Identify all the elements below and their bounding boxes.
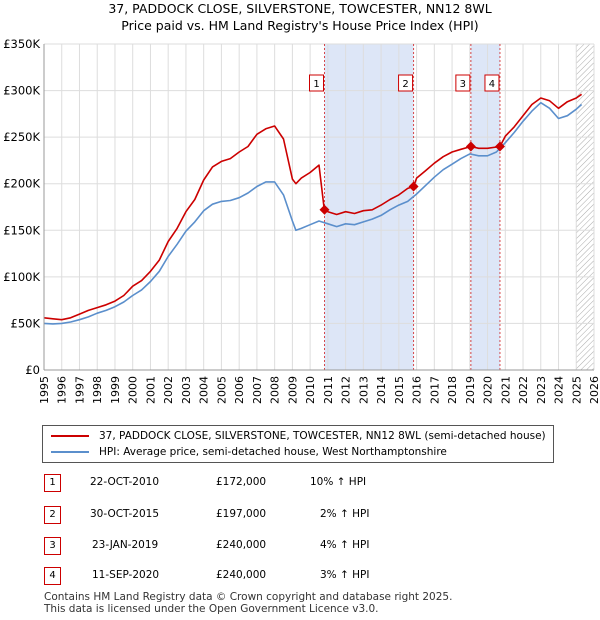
sale-label-box — [398, 74, 414, 92]
transaction-number-badge: 2 — [44, 506, 61, 524]
sale-label-text: 3 — [460, 79, 466, 90]
sale-label-text: 1 — [313, 79, 319, 90]
x-tick-label: 1997 — [73, 376, 86, 404]
legend-item-price: 37, PADDOCK CLOSE, SILVERSTONE, TOWCESTE… — [51, 429, 546, 443]
transaction-price: £172,000 — [216, 476, 267, 488]
transaction-row: 2 30-OCT-2015 £197,000 2% ↑ HPI — [44, 506, 564, 524]
x-tick-label: 2006 — [233, 376, 246, 404]
x-tick-label: 2010 — [304, 376, 317, 404]
transaction-number-badge: 4 — [44, 567, 61, 585]
legend-item-hpi: HPI: Average price, semi-detached house,… — [51, 445, 447, 459]
x-tick-label: 2018 — [446, 376, 459, 404]
sale-period-band — [470, 44, 500, 370]
transaction-price: £240,000 — [216, 569, 267, 581]
sale-marker — [494, 141, 505, 152]
chart-legend: 37, PADDOCK CLOSE, SILVERSTONE, TOWCESTE… — [42, 425, 554, 463]
x-tick-label: 2009 — [286, 376, 299, 404]
y-tick-label: £300K — [3, 84, 40, 98]
transaction-date: 23-JAN-2019 — [92, 539, 159, 551]
legend-label-price: 37, PADDOCK CLOSE, SILVERSTONE, TOWCESTE… — [99, 430, 546, 442]
transaction-row: 3 23-JAN-2019 £240,000 4% ↑ HPI — [44, 537, 564, 555]
x-tick-label: 1999 — [109, 376, 122, 404]
sale-marker — [319, 204, 330, 215]
x-tick-label: 1995 — [38, 376, 51, 404]
legend-swatch-price — [51, 435, 89, 437]
x-tick-label: 2004 — [198, 376, 211, 404]
sale-label-box — [309, 74, 324, 92]
x-tick-label: 2016 — [411, 376, 424, 404]
sale-label-text: 2 — [402, 79, 408, 90]
transaction-number-badge: 1 — [44, 474, 61, 492]
legend-label-hpi: HPI: Average price, semi-detached house,… — [99, 446, 447, 458]
transaction-row: 4 11-SEP-2020 £240,000 3% ↑ HPI — [44, 567, 564, 585]
x-tick-label: 2005 — [215, 376, 228, 404]
transaction-price: £240,000 — [216, 539, 267, 551]
x-tick-label: 2026 — [588, 376, 600, 404]
x-tick-label: 2024 — [553, 376, 566, 404]
transaction-date: 30-OCT-2015 — [90, 508, 159, 520]
y-tick-label: £250K — [3, 130, 40, 144]
x-tick-label: 1996 — [56, 376, 69, 404]
sale-marker — [408, 181, 419, 192]
sale-period-band — [324, 44, 414, 370]
x-tick-label: 2023 — [535, 376, 548, 404]
transaction-row: 1 22-OCT-2010 £172,000 10% ↑ HPI — [44, 474, 564, 492]
transaction-date: 11-SEP-2020 — [92, 569, 160, 581]
transaction-hpi: 2% ↑ HPI — [320, 508, 370, 520]
x-tick-label: 2017 — [428, 376, 441, 404]
transaction-price: £197,000 — [216, 508, 267, 520]
x-tick-label: 2020 — [482, 376, 495, 404]
y-tick-label: £150K — [3, 223, 40, 237]
transaction-hpi: 10% ↑ HPI — [310, 476, 367, 488]
transaction-hpi: 4% ↑ HPI — [320, 539, 370, 551]
x-tick-label: 2002 — [162, 376, 175, 404]
x-tick-label: 2022 — [517, 376, 530, 404]
footer-copyright: Contains HM Land Registry data © Crown c… — [44, 591, 453, 603]
x-tick-label: 2008 — [269, 376, 282, 404]
x-tick-label: 1998 — [91, 376, 104, 404]
y-tick-label: £100K — [3, 270, 40, 284]
x-tick-label: 2014 — [375, 376, 388, 404]
y-tick-label: £0 — [25, 363, 40, 377]
x-tick-label: 2012 — [340, 376, 353, 404]
x-tick-label: 2025 — [570, 376, 583, 404]
chart-title: 37, PADDOCK CLOSE, SILVERSTONE, TOWCESTE… — [108, 1, 492, 16]
hpi-line — [43, 101, 583, 325]
sale-label-box — [455, 74, 471, 92]
sale-label-text: 4 — [489, 79, 495, 90]
x-tick-label: 2011 — [322, 376, 335, 404]
legend-swatch-hpi — [51, 451, 89, 453]
x-tick-label: 2000 — [127, 376, 140, 404]
sale-marker — [465, 141, 476, 152]
y-tick-label: £200K — [3, 177, 40, 191]
y-tick-label: £350K — [3, 37, 40, 51]
x-tick-label: 2015 — [393, 376, 406, 404]
x-tick-label: 2007 — [251, 376, 264, 404]
x-tick-label: 2019 — [464, 376, 477, 404]
price-paid-line — [43, 93, 583, 321]
transaction-number-badge: 3 — [44, 537, 61, 555]
sale-label-box — [484, 74, 500, 92]
x-tick-label: 2003 — [180, 376, 193, 404]
price-chart: 1 2 3 4 £0 £50K £100K £150K £200K £250K £300K £350… — [3, 37, 600, 404]
chart-subtitle: Price paid vs. HM Land Registry's House … — [121, 18, 479, 33]
footer-licence: This data is licensed under the Open Gov… — [44, 603, 379, 615]
forecast-hatch-region — [576, 44, 594, 370]
y-tick-label: £50K — [11, 316, 41, 330]
transaction-hpi: 3% ↑ HPI — [320, 569, 370, 581]
x-tick-label: 2001 — [144, 376, 157, 404]
x-tick-label: 2021 — [499, 376, 512, 404]
transaction-date: 22-OCT-2010 — [90, 476, 159, 488]
x-tick-label: 2013 — [357, 376, 370, 404]
